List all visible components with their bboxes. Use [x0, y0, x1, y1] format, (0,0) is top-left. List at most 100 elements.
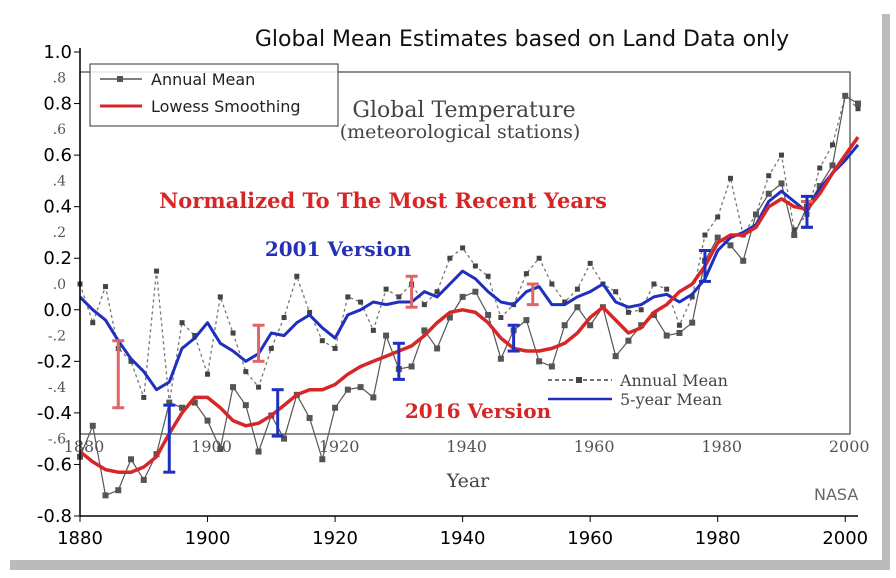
inner-title-line1: Global Temperature: [352, 98, 575, 123]
outer-y-tick-label-5: 0.2: [43, 248, 72, 269]
legend-box: [89, 63, 339, 127]
point-2016-annual-1906: [242, 402, 249, 409]
point-2001-annual-1944: [485, 273, 491, 279]
point-2001-annual-1938: [447, 255, 453, 261]
error-bar-2016-1994: [800, 194, 813, 229]
inner-y-tick-label-7: .8: [53, 71, 66, 87]
inner-y-tick-label-2: -.2: [48, 328, 66, 344]
inner-x-tick-label-5: 1980: [701, 437, 742, 456]
error-bar-2016-1948: [507, 323, 520, 353]
annotation-normalized: Normalized To The Most Recent Years: [159, 188, 607, 213]
annotation-2001-version: 2001 Version: [265, 237, 412, 261]
point-2001-annual-1950: [523, 271, 529, 277]
point-2016-annual-1932: [408, 363, 415, 370]
error-bar-2016-1911: [271, 388, 284, 438]
inner-legend-annual-marker: [576, 377, 582, 383]
inner-y-tick-label-4: .2: [53, 225, 66, 241]
point-2001-annual-1916: [307, 309, 313, 315]
inner-title-line2: (meteorological stations): [340, 121, 581, 143]
point-2016-annual-1916: [306, 415, 313, 422]
point-2001-annual-1892: [154, 268, 160, 274]
point-2016-annual-1898: [191, 399, 198, 406]
error-bars: [112, 194, 813, 474]
point-2001-annual-1970: [651, 281, 657, 287]
inner-legend-5yr: 5-year Mean: [620, 390, 722, 409]
series-2001-annual: [77, 93, 861, 406]
point-2001-annual-1940: [460, 245, 466, 251]
inner-y-tick-label-0: -.6: [48, 431, 66, 447]
outer-y-tick-labels: -0.8 -0.6 -0.4 -0.2 0.0 0.2 0.4 0.6 0.8 1.0: [37, 42, 80, 527]
point-2016-annual-1992: [791, 232, 798, 239]
point-2016-annual-1938: [446, 314, 453, 321]
line-2001-5yr: [78, 143, 860, 392]
point-2001-annual-1902: [217, 294, 223, 300]
point-2001-annual-1996: [817, 165, 823, 171]
legend-annual-marker: [117, 76, 123, 82]
point-2016-annual-1922: [344, 386, 351, 393]
series-2001-5yr: [78, 143, 860, 392]
error-bar-2016-1894: [163, 403, 176, 474]
point-2016-annual-1946: [497, 355, 504, 362]
point-2016-annual-1882: [89, 422, 96, 429]
inner-x-tick-label-3: 1940: [446, 437, 487, 456]
point-2001-annual-1966: [625, 309, 631, 315]
outer-y-tick-label-0: -0.8: [37, 506, 72, 527]
point-2016-annual-1886: [115, 487, 122, 494]
error-bar-2001-1951: [526, 282, 539, 307]
point-2001-annual-1898: [192, 333, 198, 339]
point-2001-annual-1942: [472, 263, 478, 269]
point-2001-annual-1934: [421, 302, 427, 308]
point-2016-annual-1894: [166, 399, 173, 406]
inner-x-tick-label-6: 2000: [829, 437, 870, 456]
point-2001-annual-1958: [574, 286, 580, 292]
point-2016-annual-1982: [727, 242, 734, 249]
point-2016-annual-1924: [357, 384, 364, 391]
point-2016-annual-1998: [829, 162, 836, 169]
point-2016-annual-2000: [842, 92, 849, 99]
point-2001-annual-1936: [434, 289, 440, 295]
point-2001-annual-1968: [638, 307, 644, 313]
point-2001-annual-1930: [396, 294, 402, 300]
point-2016-annual-1972: [663, 332, 670, 339]
point-2016-annual-1974: [676, 329, 683, 336]
chart-title: Global Mean Estimates based on Land Data…: [255, 27, 789, 52]
point-2001-annual-1900: [205, 371, 211, 377]
point-2001-annual-1914: [294, 273, 300, 279]
inner-x-tick-label-2: 1920: [319, 437, 360, 456]
point-2016-annual-1980: [714, 234, 721, 241]
point-2016-annual-1944: [485, 311, 492, 318]
point-2016-annual-1934: [421, 327, 428, 334]
point-2001-annual-1890: [141, 394, 147, 400]
point-2001-annual-1974: [676, 322, 682, 328]
outer-y-tick-label-6: 0.4: [43, 197, 72, 218]
point-2001-annual-1912: [281, 315, 287, 321]
point-2016-annual-1896: [179, 404, 186, 411]
legend-annual-label: Annual Mean: [151, 70, 255, 89]
point-2001-annual-1908: [256, 384, 262, 390]
point-2001-annual-1884: [103, 284, 109, 290]
error-bar-2016-1978: [698, 248, 711, 283]
point-2016-annual-1920: [332, 404, 339, 411]
point-2016-annual-1950: [523, 317, 530, 324]
point-2001-annual-1896: [179, 320, 185, 326]
point-2016-annual-2002: [855, 100, 861, 107]
error-bar-2001-1932: [405, 274, 418, 309]
outer-x-tick-labels: 1880 1900 1920 1940 1960 1980 2000: [57, 516, 868, 549]
series-2016-lowess: [78, 136, 860, 474]
point-2001-annual-1964: [613, 289, 619, 295]
outer-x-tick-label-3: 1940: [440, 528, 486, 549]
point-2001-annual-1928: [383, 286, 389, 292]
point-2016-annual-1912: [281, 435, 288, 442]
point-2016-annual-1918: [319, 456, 326, 463]
point-2016-annual-1996: [816, 183, 823, 190]
point-2016-annual-1986: [752, 211, 759, 218]
inner-y-tick-label-5: .4: [53, 174, 66, 190]
point-2001-annual-1978: [702, 232, 708, 238]
inner-y-tick-label-1: -.4: [48, 380, 66, 396]
point-2001-annual-1888: [128, 358, 134, 364]
point-2016-annual-1952: [536, 358, 543, 365]
point-2001-annual-1924: [358, 299, 364, 305]
point-2001-annual-1980: [715, 214, 721, 220]
